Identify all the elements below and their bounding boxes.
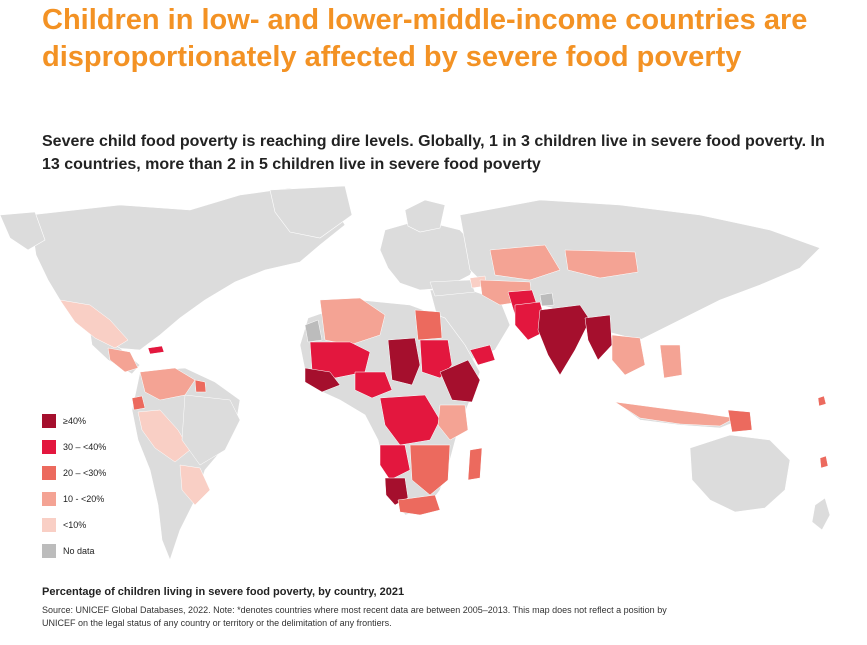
legend-label: No data — [63, 546, 95, 556]
scandinavia-land — [404, 199, 446, 233]
indonesia-region — [614, 401, 736, 427]
legend-swatch — [42, 492, 56, 506]
legend-label: 10 - <20% — [63, 494, 105, 504]
western-sahara-region — [304, 319, 323, 343]
yemen-region — [469, 344, 496, 366]
west-africa-coast-region — [304, 367, 341, 393]
legend-label: 30 – <40% — [63, 442, 107, 452]
legend-item: No data — [42, 538, 192, 564]
alaska-land — [0, 211, 46, 251]
legend-item: 20 – <30% — [42, 460, 192, 486]
north-africa-region — [319, 297, 386, 346]
pacific-islands-2-region — [817, 395, 827, 407]
turkey-region — [429, 279, 476, 297]
angola-region — [379, 444, 411, 481]
caribbean-region — [147, 345, 165, 355]
legend-label: <10% — [63, 520, 87, 530]
guyana-region — [194, 379, 207, 393]
southeast-asia-region — [611, 334, 646, 376]
brazil-region — [181, 394, 241, 466]
nigeria-region — [354, 371, 393, 399]
myanmar-region — [584, 314, 613, 361]
egypt-region — [414, 309, 443, 341]
legend-label: ≥40% — [63, 416, 86, 426]
new-zealand-land — [811, 497, 831, 531]
paraguay-argentina-region — [179, 464, 211, 506]
east-africa-region — [437, 404, 469, 441]
page-title: Children in low- and lower-middle-income… — [42, 4, 808, 73]
legend-item: ≥40% — [42, 408, 192, 434]
source-note: Source: UNICEF Global Databases, 2022. N… — [42, 605, 667, 628]
legend-swatch — [42, 518, 56, 532]
south-africa-region — [397, 494, 441, 516]
peru-bolivia-region — [137, 409, 191, 463]
greenland-land — [269, 185, 353, 239]
india-region — [537, 304, 591, 376]
mexico-region — [59, 299, 129, 349]
choropleth-regions — [59, 244, 829, 516]
madagascar-region — [467, 447, 483, 481]
australia-land — [689, 434, 791, 513]
legend-label: 20 – <30% — [63, 468, 107, 478]
ecuador-region — [131, 395, 146, 411]
papua-region — [727, 409, 753, 433]
world-map — [0, 185, 831, 561]
legend-item: 10 - <20% — [42, 486, 192, 512]
map-caption: Percentage of children living in severe … — [42, 586, 405, 598]
ethiopia-horn-region — [439, 359, 481, 403]
kazakhstan-region — [489, 244, 561, 281]
legend-swatch — [42, 440, 56, 454]
legend-swatch — [42, 544, 56, 558]
central-africa-region — [379, 394, 441, 446]
legend-item: 30 – <40% — [42, 434, 192, 460]
page-subtitle: Severe child food poverty is reaching di… — [42, 133, 825, 173]
mongolia-region — [564, 249, 639, 279]
philippines-region — [659, 344, 683, 379]
pacific-islands-region — [819, 455, 829, 469]
map-legend: ≥40% 30 – <40% 20 – <30% 10 - <20% <10% … — [42, 408, 192, 564]
zambia-moz-region — [409, 444, 451, 496]
kashmir-region — [539, 292, 555, 307]
legend-item: <10% — [42, 512, 192, 538]
niger-chad-region — [387, 337, 421, 386]
legend-swatch — [42, 414, 56, 428]
legend-swatch — [42, 466, 56, 480]
central-america-region — [107, 347, 139, 373]
